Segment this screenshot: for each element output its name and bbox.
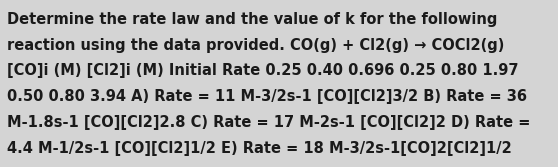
- Text: reaction using the data provided. CO(g) + Cl2(g) → COCl2(g): reaction using the data provided. CO(g) …: [7, 38, 504, 53]
- Text: M-1.8s-1 [CO][Cl2]2.8 C) Rate = 17 M-2s-1 [CO][Cl2]2 D) Rate =: M-1.8s-1 [CO][Cl2]2.8 C) Rate = 17 M-2s-…: [7, 115, 531, 130]
- Text: Determine the rate law and the value of k for the following: Determine the rate law and the value of …: [7, 12, 498, 27]
- Text: 4.4 M-1/2s-1 [CO][Cl2]1/2 E) Rate = 18 M-3/2s-1[CO]2[Cl2]1/2: 4.4 M-1/2s-1 [CO][Cl2]1/2 E) Rate = 18 M…: [7, 141, 512, 156]
- Text: [CO]i (M) [Cl2]i (M) Initial Rate 0.25 0.40 0.696 0.25 0.80 1.97: [CO]i (M) [Cl2]i (M) Initial Rate 0.25 0…: [7, 63, 519, 78]
- Text: 0.50 0.80 3.94 A) Rate = 11 M-3/2s-1 [CO][Cl2]3/2 B) Rate = 36: 0.50 0.80 3.94 A) Rate = 11 M-3/2s-1 [CO…: [7, 89, 527, 104]
